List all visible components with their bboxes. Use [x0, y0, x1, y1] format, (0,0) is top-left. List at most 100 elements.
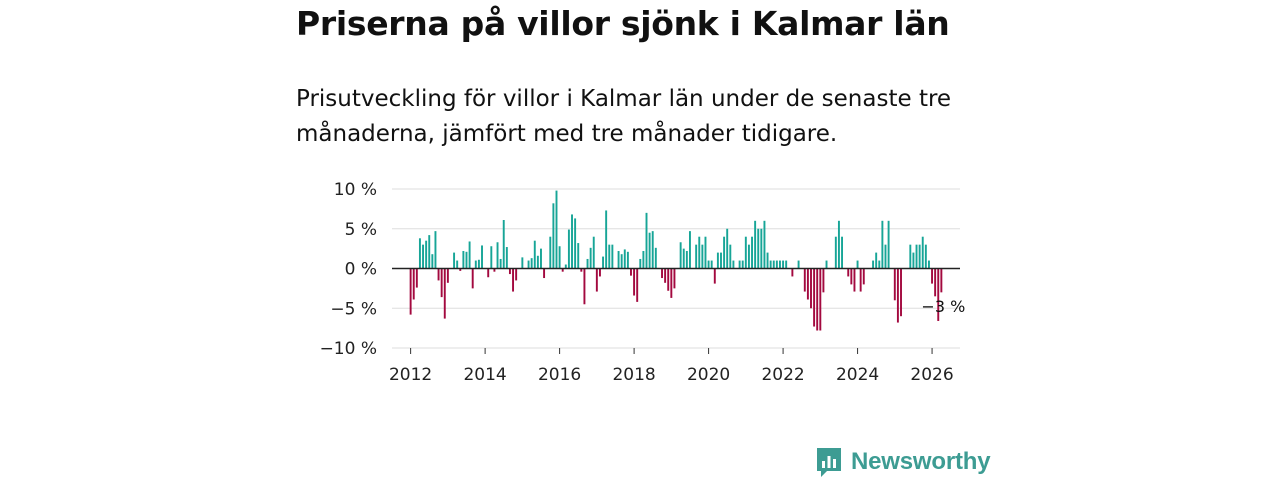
y-tick-label: −5 % — [330, 299, 377, 319]
bar — [732, 260, 735, 269]
bar — [937, 268, 940, 321]
bar — [453, 252, 456, 269]
bar — [875, 252, 878, 269]
bar — [713, 268, 716, 284]
bar — [688, 231, 691, 269]
bar — [779, 260, 781, 269]
bar — [481, 245, 483, 269]
bar — [782, 260, 785, 269]
bar — [810, 268, 812, 309]
bar — [543, 268, 546, 279]
bar — [822, 268, 825, 293]
bar — [471, 268, 474, 289]
bar — [431, 254, 434, 269]
bar — [698, 236, 701, 269]
bar — [437, 268, 440, 281]
bar — [418, 238, 421, 269]
bar — [760, 228, 763, 269]
x-tick-label: 2016 — [538, 365, 581, 385]
bar — [744, 236, 747, 269]
bar — [661, 268, 663, 279]
bar — [738, 260, 741, 269]
bar — [751, 236, 753, 269]
bar — [446, 268, 449, 283]
bar — [915, 244, 918, 269]
bar — [536, 255, 539, 269]
bar — [425, 240, 428, 269]
bar — [797, 260, 800, 269]
bar — [716, 252, 719, 269]
bar — [896, 268, 899, 323]
bar — [682, 248, 685, 269]
bar — [468, 241, 471, 269]
bar — [633, 268, 636, 296]
bar — [608, 244, 611, 269]
bar — [586, 258, 589, 269]
bar — [443, 268, 446, 319]
bar — [549, 236, 552, 269]
x-tick-label: 2014 — [463, 365, 506, 385]
bar — [726, 228, 729, 269]
bar — [567, 229, 570, 269]
bar — [580, 268, 583, 272]
bar — [884, 244, 887, 269]
bar — [648, 232, 651, 269]
bar — [639, 258, 642, 269]
bar — [540, 248, 542, 269]
bar — [785, 260, 788, 269]
bar — [598, 268, 601, 277]
chart-title: Priserna på villor sjönk i Kalmar län — [296, 4, 950, 43]
bar — [527, 260, 530, 269]
bar — [493, 268, 496, 272]
newsworthy-logo-icon — [817, 448, 841, 477]
bar — [602, 256, 605, 269]
bar — [918, 244, 921, 269]
bar — [558, 246, 561, 269]
bar — [623, 249, 626, 269]
bar — [415, 268, 418, 288]
bar — [924, 244, 927, 269]
bar — [664, 268, 667, 283]
bar — [872, 260, 875, 269]
bar — [704, 236, 707, 269]
bar — [803, 268, 806, 292]
y-tick-label: −10 % — [320, 339, 377, 359]
bar — [512, 268, 515, 292]
bar — [620, 254, 623, 269]
bar — [571, 214, 573, 269]
bar — [440, 268, 443, 298]
bar — [636, 268, 639, 302]
bar — [651, 231, 654, 269]
bar — [934, 268, 937, 297]
bar — [685, 251, 688, 269]
bar — [409, 268, 412, 315]
bar — [412, 268, 415, 300]
x-tick-label: 2024 — [836, 365, 879, 385]
bar — [521, 257, 524, 269]
bar — [912, 252, 915, 269]
bar — [428, 235, 431, 269]
bar — [673, 268, 676, 289]
bar — [617, 251, 620, 269]
bar — [710, 260, 713, 269]
bar — [515, 268, 518, 281]
bar — [847, 268, 850, 277]
bar — [505, 247, 508, 269]
bar — [605, 210, 608, 269]
x-tick-label: 2018 — [612, 365, 655, 385]
bar — [574, 218, 577, 269]
bar — [841, 236, 843, 269]
bar — [707, 260, 710, 269]
bar — [434, 231, 437, 269]
bar — [806, 268, 809, 300]
bar — [595, 268, 598, 292]
bar — [775, 260, 778, 269]
last-value-label: −3 % — [921, 297, 965, 316]
x-tick-label: 2020 — [687, 365, 730, 385]
bar — [921, 236, 924, 269]
bar — [530, 258, 533, 269]
bar — [723, 236, 726, 269]
bar — [592, 236, 595, 269]
bar — [729, 244, 732, 269]
bar — [940, 268, 943, 293]
